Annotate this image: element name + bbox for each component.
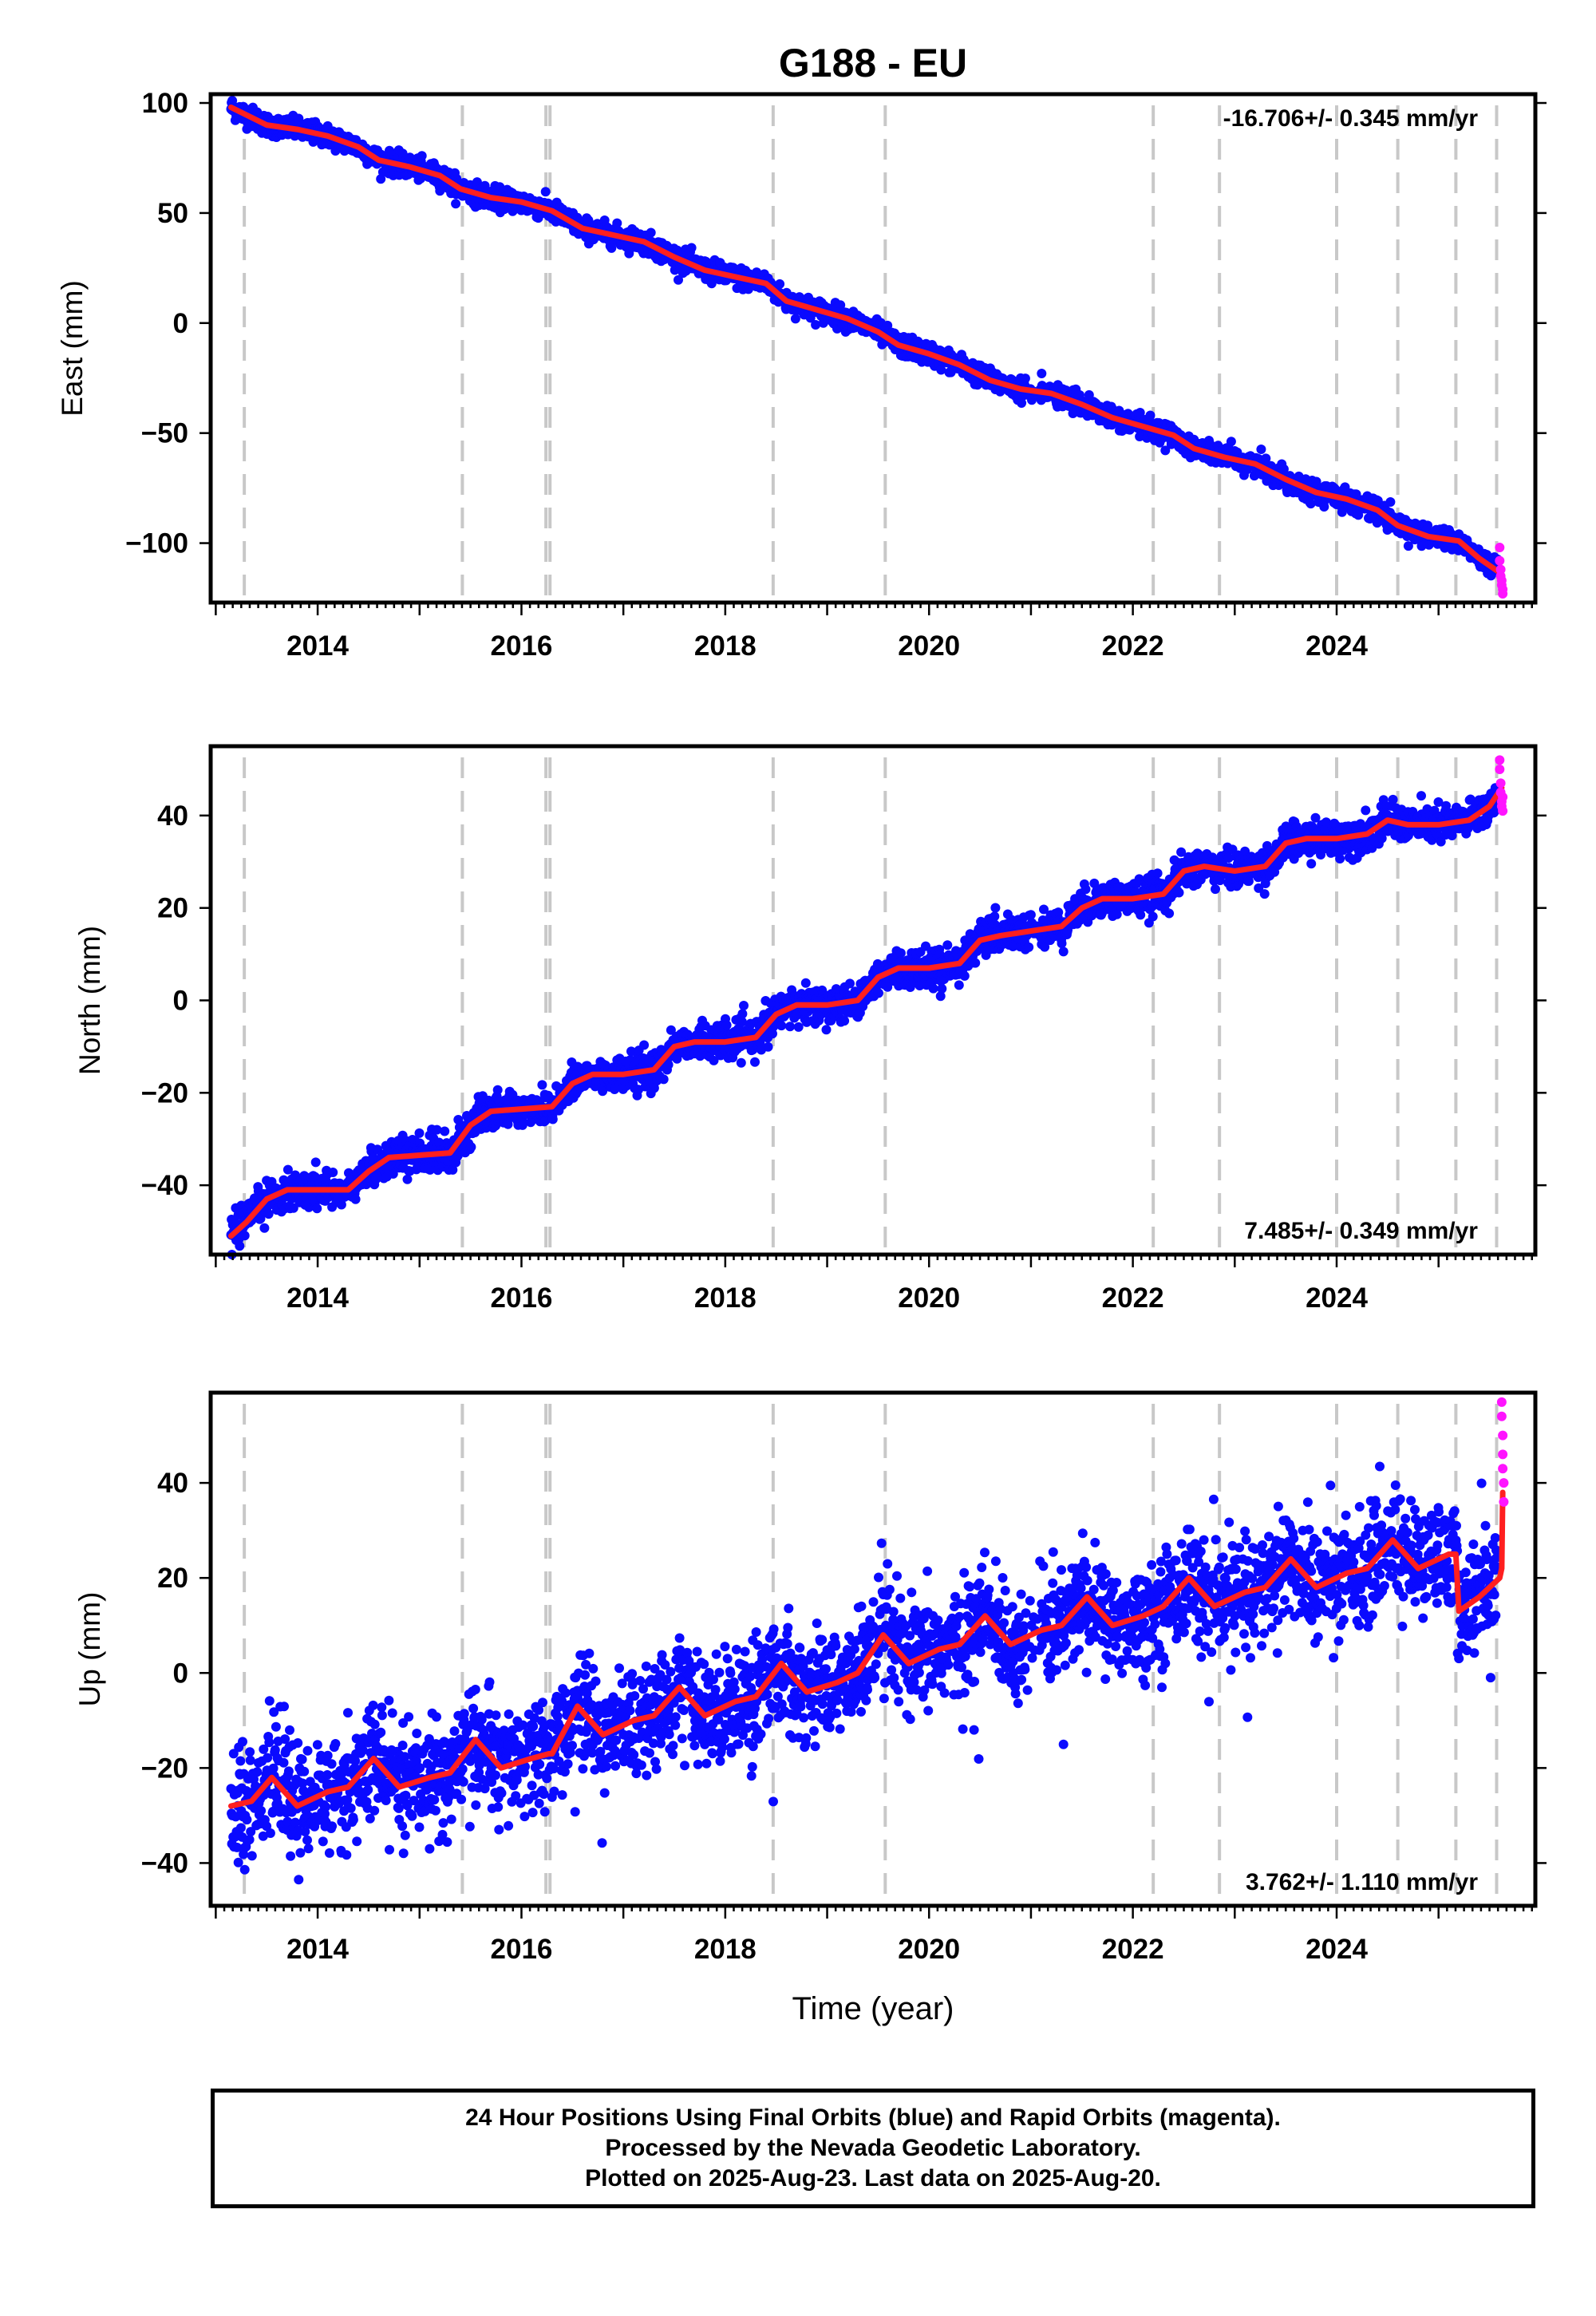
east-xtick-label-2: 2018 — [694, 630, 757, 662]
north-final-point — [312, 1203, 322, 1214]
north-final-point — [970, 958, 981, 968]
north-final-point — [785, 1022, 795, 1032]
north-final-point — [350, 1194, 361, 1204]
east-final-point — [686, 243, 697, 253]
north-final-point — [259, 1223, 270, 1233]
north-final-point — [402, 1174, 413, 1184]
north-final-point — [239, 1231, 250, 1241]
north-final-point — [547, 1114, 558, 1124]
north-final-point — [800, 978, 811, 988]
east-final-point — [790, 314, 800, 324]
east-rapid-point-7 — [1498, 588, 1508, 599]
north-final-point — [737, 1009, 748, 1019]
east-xtick-label-3: 2020 — [898, 630, 960, 662]
north-final-point — [414, 1128, 425, 1138]
east-final-point — [1226, 437, 1236, 447]
east-y-axis-label: East (mm) — [56, 280, 89, 417]
north-final-point — [750, 1057, 760, 1067]
north-final-point — [328, 1168, 338, 1177]
east-ytick-label-3: 50 — [157, 198, 188, 229]
east-ytick-label-2: 0 — [173, 308, 188, 339]
north-final-point — [440, 1126, 450, 1136]
north-final-point — [793, 1022, 804, 1032]
east-final-point — [451, 199, 461, 209]
north-final-point — [763, 1041, 773, 1052]
north-final-point — [537, 1080, 547, 1090]
north-final-point — [845, 978, 855, 989]
north-final-point — [821, 1025, 832, 1035]
east-final-point — [646, 227, 656, 238]
north-final-point — [310, 1157, 321, 1168]
north-final-point — [954, 980, 964, 990]
east-rapid-point-0 — [1495, 543, 1505, 553]
east-xtick-label-5: 2024 — [1306, 630, 1368, 662]
north-final-point — [736, 1057, 746, 1068]
chart-title: G188 - EU — [779, 41, 967, 85]
north-final-point — [492, 1085, 503, 1095]
east-final-point — [1256, 445, 1266, 454]
north-final-point — [959, 970, 970, 981]
north-final-point — [990, 903, 1001, 913]
east-final-point — [1145, 410, 1156, 421]
east-final-point — [775, 279, 785, 289]
north-final-point — [663, 1060, 674, 1070]
east-rate-label: -16.706+/- 0.345 mm/yr — [1223, 105, 1479, 132]
north-final-point — [658, 1074, 669, 1085]
north-final-point — [517, 1120, 527, 1130]
east-final-point — [417, 151, 427, 161]
east-ytick-label-1: −50 — [141, 418, 188, 449]
east-rapid-point-1 — [1495, 555, 1505, 566]
east-xtick-label-0: 2014 — [286, 630, 349, 662]
east-final-point — [612, 218, 622, 228]
east-ytick-label-4: 100 — [142, 88, 188, 119]
north-final-point — [928, 983, 938, 994]
east-final-point — [540, 187, 551, 197]
north-final-points — [226, 783, 1503, 1259]
east-ytick-label-0: −100 — [125, 528, 188, 559]
east-final-point — [1020, 373, 1030, 384]
north-final-point — [990, 911, 1000, 922]
north-final-point — [639, 1040, 650, 1050]
north-final-point — [263, 1209, 274, 1219]
north-final-point — [874, 988, 883, 998]
east-xtick-label-1: 2016 — [491, 630, 553, 662]
east-final-point — [1385, 497, 1396, 507]
north-final-point — [839, 1016, 850, 1026]
north-final-point — [776, 1021, 787, 1031]
north-final-point — [937, 983, 947, 994]
east-xtick-label-4: 2022 — [1102, 630, 1164, 662]
north-final-point — [942, 940, 953, 951]
north-final-point — [721, 1020, 732, 1030]
north-final-point — [466, 1142, 476, 1152]
north-final-point — [739, 1001, 749, 1010]
east-final-point — [1037, 369, 1047, 378]
panel-east: −100 −50 0 50 100 2014 2016 2018 2020 2022 2024 Eas… — [56, 88, 1547, 662]
north-final-point — [235, 1241, 245, 1251]
